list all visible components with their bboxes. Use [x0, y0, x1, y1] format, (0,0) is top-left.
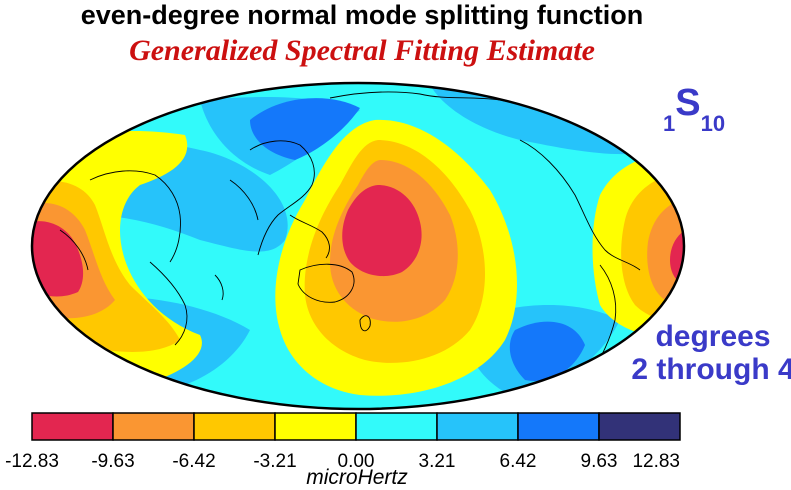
blue-region	[250, 98, 360, 160]
colorbar-tick-label: 6.42	[500, 451, 537, 472]
colorbar-swatch	[193, 412, 276, 441]
colorbar-swatch	[31, 412, 114, 441]
mode-overtone: 1	[663, 111, 676, 136]
colorbar-swatch	[517, 412, 600, 441]
colorbar-swatch	[112, 412, 195, 441]
colorbar-tick-label: 3.21	[419, 451, 456, 472]
degrees-line-2: 2 through 4	[631, 353, 791, 386]
colorbar-tick-label: -9.63	[91, 451, 134, 472]
colorbar-tick-label: 9.63	[581, 451, 618, 472]
main-title: even-degree normal mode splitting functi…	[80, 0, 644, 30]
colorbar-swatch	[355, 412, 438, 441]
colorbar-tick-label: -12.83	[5, 451, 59, 472]
map-field	[32, 83, 684, 409]
colorbar-swatch	[274, 412, 357, 441]
red-region	[342, 185, 422, 277]
colorbar-tick-label: 12.83	[632, 451, 680, 472]
blue-region	[509, 321, 585, 381]
colorbar-tick-label: -3.21	[253, 451, 296, 472]
map-frame	[30, 81, 686, 411]
colorbar-tick-label: 0.00	[338, 451, 375, 472]
red-region	[32, 221, 83, 297]
subtitle: Generalized Spectral Fitting Estimate	[129, 34, 595, 67]
colorbar-tick-label: -6.42	[172, 451, 215, 472]
colorbar-swatch	[436, 412, 519, 441]
mode-degree: 10	[700, 111, 726, 136]
mode-type: S	[675, 82, 701, 124]
degrees-line-1: degrees	[655, 320, 771, 353]
unit-label: microHertz	[306, 466, 408, 489]
red-region	[670, 228, 684, 288]
degrees-label: degrees 2 through 4	[628, 320, 791, 386]
colorbar: -12.83 -9.63 -6.42 -3.21 0.00 3.21 6.42 …	[5, 412, 681, 472]
mode-label: 1S10	[663, 82, 725, 136]
colorbar-swatch	[598, 412, 681, 441]
